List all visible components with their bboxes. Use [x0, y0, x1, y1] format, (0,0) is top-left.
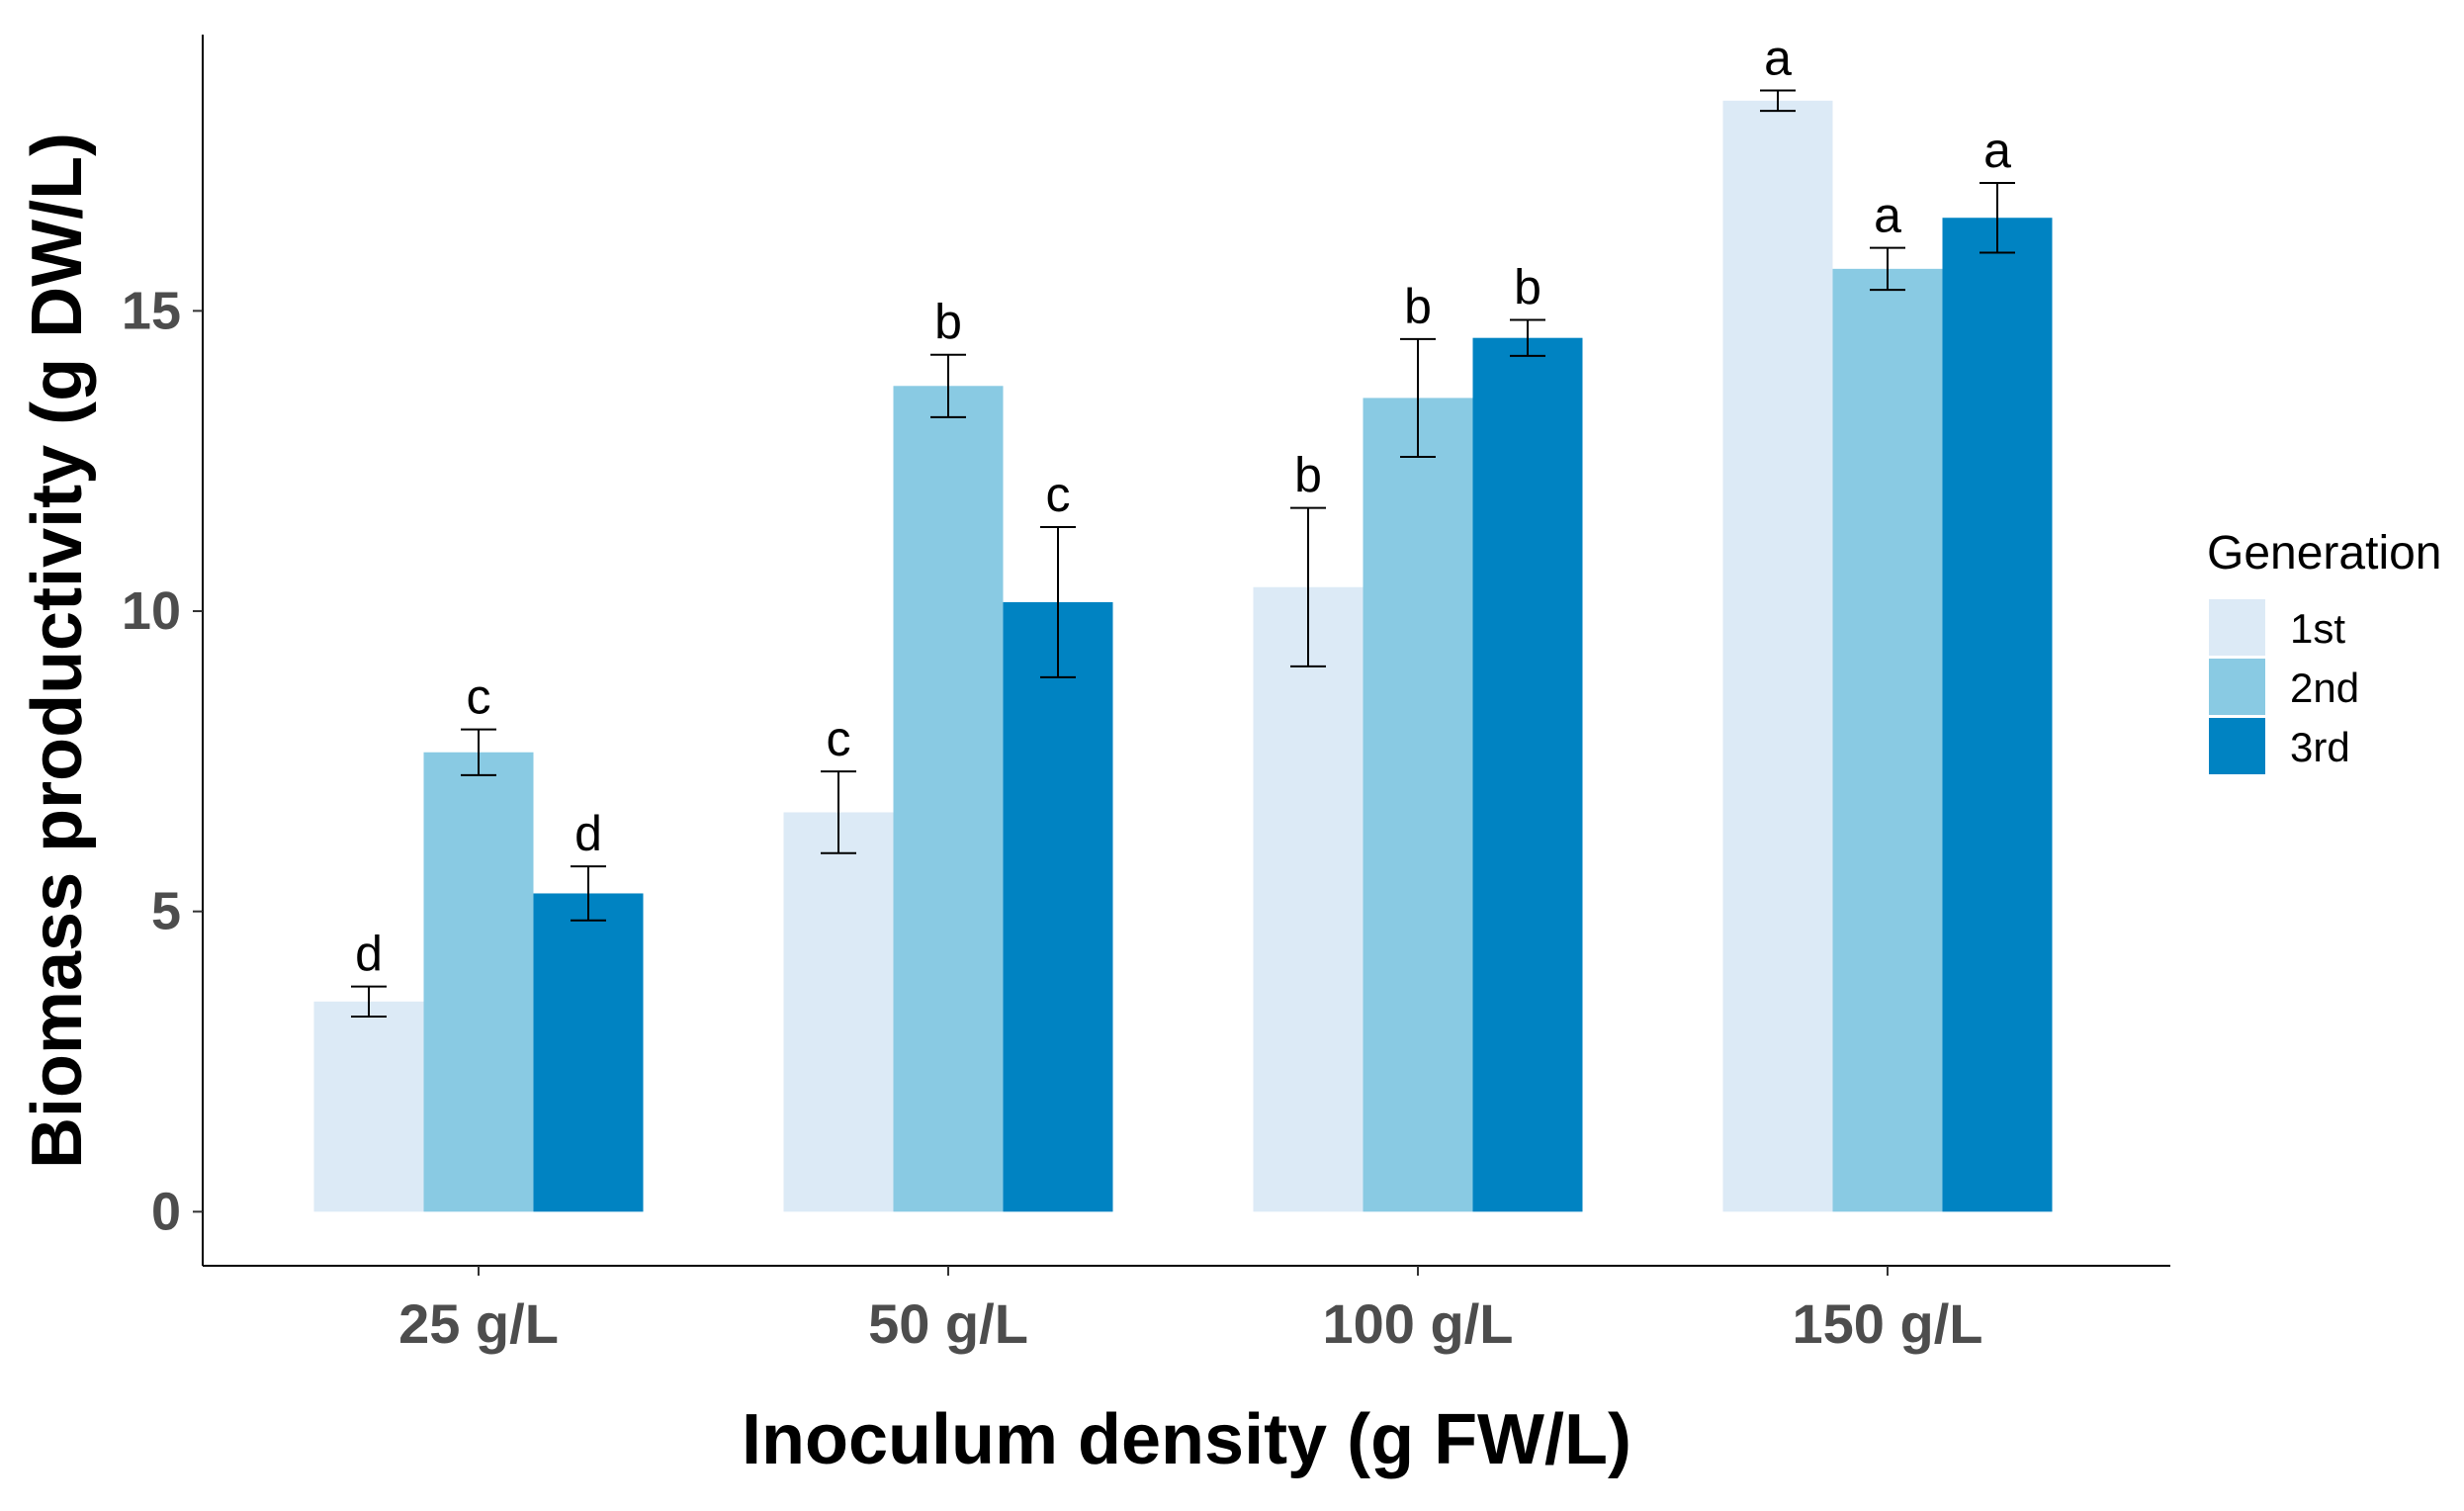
- error-bar: [351, 985, 387, 1018]
- error-bar: [1510, 318, 1545, 357]
- bars-layer: [313, 100, 2053, 1212]
- error-bar: [821, 770, 856, 854]
- significance-letter: a: [1874, 188, 1901, 243]
- bar: [1832, 268, 1943, 1212]
- significance-letter: c: [827, 711, 851, 766]
- legend-swatch: [2209, 599, 2265, 656]
- legend-title: Generation: [2207, 527, 2442, 579]
- x-tick-label: 150 g/L: [1793, 1292, 1983, 1355]
- legend-label: 3rd: [2290, 724, 2350, 770]
- significance-letter: b: [1404, 279, 1432, 334]
- x-axis-ticks: 25 g/L 50 g/L 100 g/L 150 g/L: [398, 1266, 1982, 1355]
- legend-label: 1st: [2290, 605, 2345, 652]
- y-tick-label: 15: [122, 281, 181, 340]
- significance-letter: c: [467, 669, 491, 725]
- legend-item: 1st: [2209, 599, 2345, 656]
- error-bar: [571, 865, 606, 922]
- legend-swatch: [2209, 659, 2265, 715]
- y-axis-title: Biomass productivity (g DW/L): [18, 133, 97, 1169]
- bar: [533, 893, 644, 1212]
- significance-letter: b: [1294, 448, 1322, 503]
- error-bar: [1290, 506, 1326, 667]
- significance-letters: d c d c b c b b b a a a: [355, 30, 2011, 981]
- error-bar: [1040, 526, 1076, 678]
- x-axis-title: Inoculum density (g FW/L): [742, 1400, 1631, 1479]
- significance-letter: b: [1514, 259, 1541, 314]
- y-tick-label: 5: [151, 882, 181, 941]
- legend: Generation 1st 2nd 3rd: [2207, 527, 2442, 774]
- significance-letter: d: [355, 927, 383, 982]
- bar: [1363, 398, 1473, 1212]
- bar: [893, 386, 1004, 1212]
- x-tick-label: 25 g/L: [398, 1292, 559, 1355]
- y-axis-ticks: 0 5 10 15: [122, 281, 203, 1241]
- bar: [313, 1001, 424, 1212]
- x-tick-label: 50 g/L: [868, 1292, 1028, 1355]
- significance-letter: b: [934, 295, 962, 350]
- error-bar: [1980, 182, 2015, 254]
- error-bar: [1760, 89, 1796, 113]
- legend-items: 1st 2nd 3rd: [2209, 599, 2359, 774]
- bar: [783, 812, 894, 1212]
- x-tick-label: 100 g/L: [1323, 1292, 1514, 1355]
- y-tick-label: 0: [151, 1182, 181, 1241]
- error-bar: [1400, 337, 1436, 458]
- significance-letter: d: [574, 806, 602, 861]
- bar: [1253, 586, 1364, 1212]
- legend-item: 3rd: [2209, 718, 2350, 774]
- y-tick-label: 10: [122, 581, 181, 641]
- bar: [1942, 218, 2053, 1212]
- errorbars-layer: [351, 89, 2015, 1018]
- bar: [1472, 337, 1583, 1212]
- error-bar: [461, 728, 496, 776]
- significance-letter: a: [1983, 123, 2011, 178]
- bar: [423, 752, 534, 1212]
- legend-swatch: [2209, 718, 2265, 774]
- error-bar: [1870, 246, 1905, 292]
- legend-item: 2nd: [2209, 659, 2359, 715]
- legend-label: 2nd: [2290, 665, 2359, 711]
- error-bar: [930, 353, 966, 418]
- bar: [1722, 100, 1833, 1212]
- significance-letter: c: [1046, 467, 1071, 522]
- bar: [1003, 601, 1113, 1212]
- significance-letter: a: [1764, 30, 1792, 85]
